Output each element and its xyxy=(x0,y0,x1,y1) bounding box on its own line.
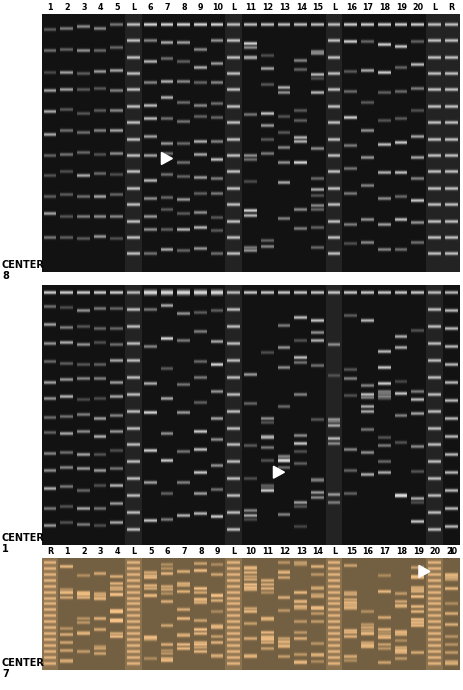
Text: 10: 10 xyxy=(245,547,256,556)
Text: 16: 16 xyxy=(362,547,373,556)
Text: 20: 20 xyxy=(445,547,456,556)
Text: 7: 7 xyxy=(181,547,187,556)
Text: L: L xyxy=(231,3,236,12)
Text: 2: 2 xyxy=(64,3,70,12)
Text: 18: 18 xyxy=(378,3,389,12)
Text: 13: 13 xyxy=(295,547,306,556)
Text: 14: 14 xyxy=(312,547,323,556)
Text: 17: 17 xyxy=(362,3,373,12)
Polygon shape xyxy=(273,466,284,478)
Text: 9: 9 xyxy=(198,3,203,12)
Text: 10: 10 xyxy=(212,3,223,12)
Text: 6: 6 xyxy=(148,3,153,12)
Text: CENTER: CENTER xyxy=(2,533,45,543)
Text: R: R xyxy=(47,547,53,556)
Text: 13: 13 xyxy=(278,3,289,12)
Text: 17: 17 xyxy=(378,547,389,556)
Text: L: L xyxy=(448,547,453,556)
Text: 20: 20 xyxy=(412,3,423,12)
Polygon shape xyxy=(418,565,429,578)
Text: 3: 3 xyxy=(81,3,87,12)
Text: 3: 3 xyxy=(98,547,103,556)
Text: 5: 5 xyxy=(148,547,153,556)
Text: 14: 14 xyxy=(295,3,306,12)
Text: 15: 15 xyxy=(345,547,356,556)
Text: 1: 1 xyxy=(64,547,69,556)
Text: CENTER: CENTER xyxy=(2,658,45,668)
Text: L: L xyxy=(432,3,437,12)
Text: L: L xyxy=(332,3,337,12)
Text: L: L xyxy=(231,547,236,556)
Text: 5: 5 xyxy=(114,3,120,12)
Text: CENTER: CENTER xyxy=(2,260,45,270)
Text: 16: 16 xyxy=(345,3,356,12)
Text: 6: 6 xyxy=(164,547,170,556)
Text: 1: 1 xyxy=(48,3,53,12)
Text: 8: 8 xyxy=(198,547,203,556)
Text: 2: 2 xyxy=(81,547,87,556)
Text: 19: 19 xyxy=(395,3,406,12)
Text: 8: 8 xyxy=(2,271,9,281)
Text: 15: 15 xyxy=(312,3,323,12)
Text: 8: 8 xyxy=(181,3,187,12)
Text: 11: 11 xyxy=(245,3,256,12)
Text: 20: 20 xyxy=(428,547,439,556)
Text: 12: 12 xyxy=(278,547,289,556)
Text: L: L xyxy=(131,3,136,12)
Text: 18: 18 xyxy=(395,547,406,556)
Text: 7: 7 xyxy=(2,669,9,679)
Text: 1: 1 xyxy=(2,544,9,554)
Text: 9: 9 xyxy=(214,547,220,556)
Text: 19: 19 xyxy=(412,547,423,556)
Text: L: L xyxy=(332,547,337,556)
Text: 4: 4 xyxy=(98,3,103,12)
Text: 11: 11 xyxy=(262,547,273,556)
Text: R: R xyxy=(448,3,454,12)
Text: L: L xyxy=(131,547,136,556)
Polygon shape xyxy=(161,152,172,164)
Text: 4: 4 xyxy=(114,547,120,556)
Text: 12: 12 xyxy=(262,3,273,12)
Text: 7: 7 xyxy=(164,3,170,12)
